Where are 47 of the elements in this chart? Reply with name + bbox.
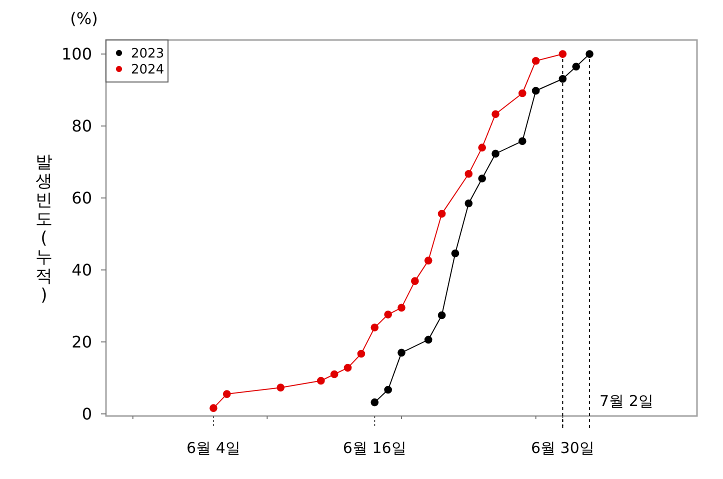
x-tick-label: 6월 4일 <box>186 439 240 457</box>
point <box>492 110 500 118</box>
point <box>384 310 392 318</box>
point <box>464 199 473 208</box>
point <box>210 404 218 412</box>
point <box>370 324 379 332</box>
point <box>370 398 379 406</box>
y-tick-label: 80 <box>72 116 92 136</box>
x-tick-label: 6월 16일 <box>342 439 406 457</box>
point <box>398 304 406 312</box>
point <box>317 376 325 385</box>
point <box>586 50 594 58</box>
x-tick-label: 6월 30일 <box>530 439 594 457</box>
text: (%) <box>70 9 98 28</box>
y-axis-title: 발생빈도 (누적) <box>36 152 52 306</box>
point <box>357 350 366 358</box>
point <box>424 336 432 344</box>
y-tick-label: 100 <box>61 44 92 64</box>
y-tick-label: 0 <box>82 404 92 424</box>
point <box>344 364 352 372</box>
point <box>558 74 567 83</box>
point <box>398 348 406 357</box>
point <box>451 249 460 258</box>
point <box>438 311 446 320</box>
y-tick-label: 20 <box>72 332 92 352</box>
point <box>384 386 392 394</box>
point <box>276 384 285 392</box>
legend-label: 2024 <box>131 62 164 78</box>
point <box>478 144 486 152</box>
point <box>558 50 567 58</box>
point <box>330 370 338 378</box>
legend-label: 2023 <box>131 46 164 62</box>
ref-line-label: 7월 2일 <box>600 392 654 410</box>
point <box>492 150 500 158</box>
point <box>518 89 526 98</box>
point <box>478 174 486 182</box>
point <box>424 256 432 264</box>
point <box>532 56 540 65</box>
point <box>438 210 446 218</box>
point <box>411 277 419 285</box>
y-tick-label: 40 <box>72 260 92 280</box>
point <box>518 137 526 146</box>
point <box>532 86 540 95</box>
point <box>222 390 231 398</box>
point <box>464 170 473 178</box>
point <box>572 62 580 71</box>
y-tick-label: 60 <box>72 188 92 208</box>
